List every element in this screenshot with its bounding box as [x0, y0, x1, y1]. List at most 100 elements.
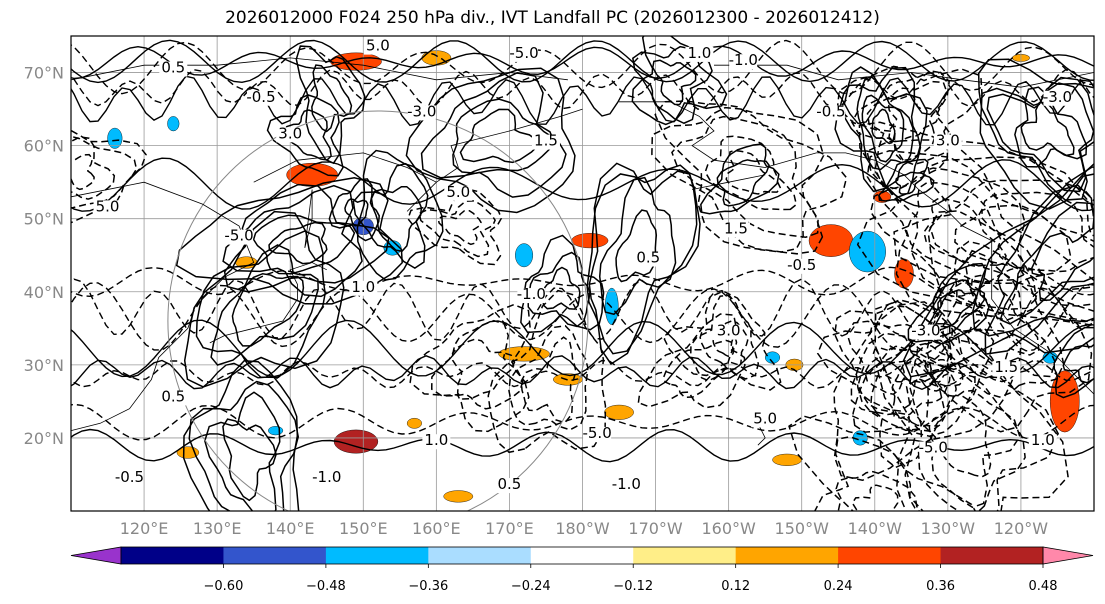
- contour-label: -5.0: [509, 44, 538, 62]
- contour-label: 3.0: [278, 124, 302, 142]
- colorbar-segment: [940, 547, 1044, 564]
- colorbar-segment: [735, 547, 839, 564]
- contour-label-background: [787, 258, 816, 274]
- colorbar-outline: [120, 546, 1044, 565]
- shaded-anomaly: [443, 490, 474, 503]
- lon-tick-label: 120°W: [994, 519, 1049, 538]
- lon-tick-label: 140°W: [848, 519, 903, 538]
- contour-label-background: [816, 105, 845, 121]
- lat-tick-label: 60°N: [24, 137, 64, 156]
- negative-ivt-contour: [950, 249, 1056, 379]
- positive-ivt-contour: [984, 184, 1094, 355]
- negative-ivt-contour: [508, 325, 589, 431]
- negative-ivt-contour: [814, 435, 962, 511]
- contour-label: -0.5: [787, 256, 816, 274]
- positive-ivt-contour: [295, 45, 366, 165]
- contour-label: 1.0: [424, 431, 448, 449]
- contour-label: -3.0: [911, 322, 940, 340]
- negative-ivt-contour: [866, 150, 1072, 317]
- coastline: [71, 57, 568, 81]
- negative-ivt-contour: [905, 377, 1021, 509]
- positive-ivt-contour: [1014, 86, 1088, 168]
- contour-label-background: [407, 105, 436, 121]
- negative-ivt-contour: [924, 356, 951, 383]
- positive-ivt-contour: [352, 162, 429, 270]
- positive-ivt-contour: [204, 391, 281, 511]
- lon-tick-label: 140°E: [266, 519, 315, 538]
- contour-label: 3.0: [936, 132, 960, 150]
- contour-label-background: [531, 134, 560, 150]
- negative-ivt-contour: [874, 300, 1069, 511]
- contour-label: 1.0: [687, 44, 711, 62]
- ivt-contour-line: [71, 359, 1094, 389]
- map-title: 2026012000 F024 250 hPa div., IVT Landfa…: [225, 8, 880, 28]
- contour-label: 0.5: [636, 249, 660, 267]
- contour-label: -0.5: [246, 88, 275, 106]
- contour-label: 5.0: [446, 183, 470, 201]
- ivt-contour-line: [71, 266, 1094, 298]
- positive-ivt-contour: [977, 58, 1094, 210]
- contour-label-background: [751, 412, 780, 428]
- colorbar-segment: [223, 547, 327, 564]
- contour-label-background: [933, 134, 962, 150]
- positive-ivt-contour: [615, 209, 658, 283]
- contour-label: 1.0: [1031, 431, 1055, 449]
- contour-label-background: [729, 54, 758, 70]
- coastline: [619, 101, 1094, 395]
- positive-ivt-contour: [520, 234, 605, 334]
- negative-ivt-contour: [418, 200, 496, 258]
- shaded-anomaly: [604, 287, 619, 325]
- positive-ivt-contour: [266, 94, 344, 177]
- contour-label: -0.5: [816, 102, 845, 120]
- negative-ivt-contour: [872, 345, 915, 383]
- negative-ivt-contour: [887, 93, 941, 143]
- coastline: [253, 108, 583, 183]
- lon-tick-label: 150°E: [339, 519, 388, 538]
- contour-label: -5.0: [919, 439, 948, 457]
- contour-label-background: [583, 426, 612, 442]
- colorbar-tick-label: −0.48: [306, 579, 346, 594]
- positive-ivt-contour: [878, 158, 935, 202]
- coastline: [714, 64, 1094, 88]
- lat-tick-label: 40°N: [24, 283, 64, 302]
- positive-ivt-contour: [588, 162, 701, 366]
- shaded-anomaly: [515, 243, 534, 268]
- colorbar-segment: [121, 547, 224, 564]
- ivt-contour-line: [71, 355, 1094, 391]
- negative-ivt-contour: [966, 274, 1040, 367]
- contour-label: -5.0: [224, 227, 253, 245]
- lon-tick-label: 150°W: [775, 519, 830, 538]
- ivt-contour-line: [71, 157, 1094, 212]
- positive-ivt-contour: [598, 176, 677, 316]
- colorbar-segment: [633, 547, 737, 564]
- shaded-anomaly: [571, 233, 609, 249]
- negative-ivt-contour: [637, 313, 746, 409]
- contour-label-background: [510, 46, 539, 62]
- shaded-anomaly: [406, 417, 422, 429]
- shaded-anomaly: [849, 230, 886, 273]
- contour-label-background: [349, 280, 378, 296]
- contour-label: -1.0: [517, 285, 546, 303]
- positive-ivt-contour: [651, 59, 697, 106]
- lon-tick-label: 160°E: [412, 519, 461, 538]
- negative-ivt-contour: [671, 115, 819, 238]
- contour-label-background: [225, 229, 254, 245]
- ivt-contour-layer: [71, 36, 1094, 511]
- ivt-contour-line: [71, 278, 1094, 341]
- positive-ivt-contour: [986, 82, 1094, 193]
- contour-label: 3.0: [717, 322, 741, 340]
- contour-label: 1.5: [724, 219, 748, 237]
- negative-ivt-contour: [905, 182, 1025, 283]
- contour-label-background: [721, 222, 750, 238]
- negative-ivt-contour: [71, 136, 116, 200]
- negative-ivt-contour: [816, 299, 951, 427]
- negative-ivt-contour: [856, 121, 1094, 323]
- negative-ivt-contour: [875, 347, 1059, 511]
- shaded-anomaly: [498, 346, 550, 362]
- positive-ivt-contour: [183, 210, 345, 388]
- lon-tick-label: 180°W: [555, 519, 610, 538]
- ivt-contour-line: [71, 39, 1094, 95]
- colorbar-tick-label: −0.24: [511, 579, 551, 594]
- contour-label-background: [246, 90, 275, 106]
- lat-tick-label: 20°N: [24, 429, 64, 448]
